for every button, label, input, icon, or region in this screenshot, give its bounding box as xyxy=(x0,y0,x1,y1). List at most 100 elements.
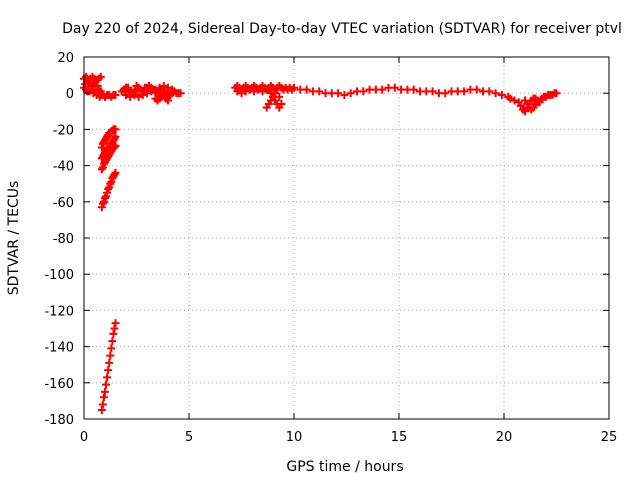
data-point xyxy=(107,344,116,353)
data-point xyxy=(359,87,368,96)
series-steady-10-20h xyxy=(290,83,513,101)
data-point xyxy=(149,85,158,94)
data-point xyxy=(111,132,120,141)
data-point xyxy=(108,337,117,346)
plot-frame xyxy=(83,56,610,420)
data-point xyxy=(340,91,349,100)
data-point xyxy=(86,78,95,87)
data-point xyxy=(250,87,259,96)
y-tick-label: -120 xyxy=(44,304,74,319)
data-point xyxy=(241,87,250,96)
data-point xyxy=(111,168,120,177)
data-point xyxy=(245,85,254,94)
series-cluster-0-1h xyxy=(96,91,120,101)
data-point xyxy=(315,87,324,96)
data-point xyxy=(409,85,418,94)
series-cluster-7-9h xyxy=(231,81,296,98)
data-point xyxy=(111,91,120,100)
data-point xyxy=(99,393,108,402)
x-tick-label: 10 xyxy=(286,430,303,445)
series-dip-c xyxy=(97,168,120,212)
axis-ticks: -180 -160 -140 -120 -100 -80 -60 -40 -20 0 20 0 5 10 1… xyxy=(44,51,617,445)
y-tick-label: -40 xyxy=(53,160,74,175)
data-point xyxy=(460,87,469,96)
data-point xyxy=(96,72,105,81)
data-point xyxy=(101,387,109,396)
data-point xyxy=(506,94,515,103)
data-point xyxy=(130,91,139,100)
y-tick-label: 20 xyxy=(57,51,74,66)
data-point xyxy=(346,89,355,98)
data-point xyxy=(176,89,185,98)
series-dip-b xyxy=(97,141,120,174)
data-point xyxy=(126,92,135,101)
data-point xyxy=(533,98,542,107)
data-point xyxy=(111,319,120,328)
data-point xyxy=(159,81,168,90)
data-point xyxy=(105,358,114,367)
data-point xyxy=(140,83,149,92)
data-point xyxy=(290,83,298,92)
data-point xyxy=(98,400,107,409)
data-point xyxy=(491,89,500,98)
series-dip-d xyxy=(97,132,120,163)
series-cluster-2-4h xyxy=(117,81,185,105)
data-point xyxy=(510,96,519,105)
grid xyxy=(84,57,609,419)
data-point xyxy=(93,81,102,90)
y-axis-title: SDTVAR / TECUs xyxy=(6,181,22,296)
series-deep-dip xyxy=(97,319,120,414)
x-tick-label: 25 xyxy=(601,430,618,445)
data-point xyxy=(237,89,246,98)
data-point xyxy=(254,85,263,94)
data-point xyxy=(103,373,112,382)
series-dip-a xyxy=(97,125,120,152)
series-late-20-22h xyxy=(506,89,561,116)
data-point xyxy=(302,85,311,94)
data-point xyxy=(472,85,481,94)
data-point xyxy=(102,380,111,389)
data-point xyxy=(485,87,494,96)
data-point xyxy=(111,125,120,134)
data-point xyxy=(124,83,133,92)
y-tick-label: -80 xyxy=(53,232,74,247)
y-tick-label: -140 xyxy=(44,341,74,356)
data-point xyxy=(428,87,437,96)
data-point xyxy=(168,85,177,94)
data-point xyxy=(275,103,284,112)
data-point xyxy=(109,329,118,338)
data-point xyxy=(138,91,147,100)
data-point xyxy=(441,89,450,98)
y-tick-label: -60 xyxy=(53,196,74,211)
chart-title: Day 220 of 2024, Sidereal Day-to-day VTE… xyxy=(62,21,622,37)
data-point xyxy=(390,83,399,92)
data-point xyxy=(497,91,506,100)
x-tick-label: 5 xyxy=(185,430,193,445)
data-point xyxy=(273,85,282,94)
data-marks xyxy=(80,72,561,414)
data-point xyxy=(552,89,561,98)
x-tick-label: 0 xyxy=(80,430,88,445)
data-point xyxy=(143,89,151,98)
data-point xyxy=(233,87,242,96)
data-point xyxy=(378,85,387,94)
data-point xyxy=(106,351,115,360)
data-point xyxy=(134,92,143,101)
data-point xyxy=(164,83,172,92)
data-point xyxy=(97,405,106,414)
y-tick-label: -20 xyxy=(53,123,74,138)
y-tick-label: -100 xyxy=(44,268,74,283)
data-point xyxy=(104,366,113,375)
data-point xyxy=(258,87,267,96)
x-tick-label: 15 xyxy=(391,430,408,445)
x-axis-title: GPS time / hours xyxy=(286,459,403,475)
data-point xyxy=(164,96,172,105)
x-tick-label: 20 xyxy=(496,430,513,445)
data-point xyxy=(334,89,343,98)
series-dip-9h xyxy=(262,85,286,112)
data-point xyxy=(122,91,130,100)
data-point xyxy=(110,324,119,333)
y-tick-label: -180 xyxy=(44,413,74,428)
y-tick-label: 0 xyxy=(66,87,74,102)
